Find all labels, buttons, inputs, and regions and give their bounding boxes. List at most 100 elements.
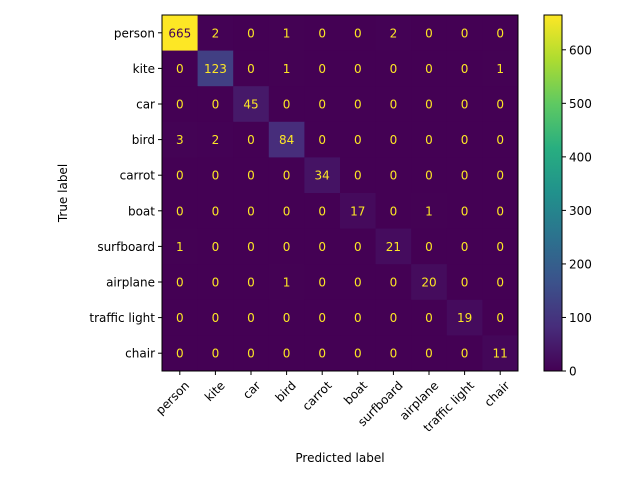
cell-value-label: 0 [425,311,433,325]
cell-value-label: 0 [283,204,291,218]
heatmap-cell [411,157,448,194]
heatmap-cell [340,228,377,265]
heatmap-cell [197,157,234,194]
cell-value-labels: 665 2 0 1 0 0 2 0 0 00 123 0 1 0 0 0 0 0 10 0 45 0 0 0 0 0 0 03 2 0 84… [168,26,507,360]
y-tick-label: boat [128,204,155,218]
heatmap-cell [233,157,270,194]
cell-value-label: 0 [318,347,326,361]
cell-value-label: 0 [212,98,220,112]
cell-value-label: 0 [212,204,220,218]
x-tick-label: chair [482,378,513,409]
colorbar-tick-label: 500 [569,97,592,111]
colorbar-ticks: 0 100 200 300 400 500 600 [562,43,592,379]
cell-value-label: 0 [425,347,433,361]
cell-value-label: 0 [461,347,469,361]
cell-value-label: 84 [279,133,294,147]
cell-value-label: 1 [496,62,504,76]
x-tick-label: person [153,378,192,417]
heatmap-cell [268,193,305,230]
cell-value-label: 0 [247,26,255,40]
heatmap-cell [446,157,483,194]
heatmap-cell [340,50,377,87]
heatmap-cell [446,264,483,301]
cell-value-label: 0 [247,133,255,147]
heatmap-cell [482,15,519,52]
colorbar-tick-label: 100 [569,311,592,325]
heatmap-cell [304,299,341,336]
heatmap-cell [446,50,483,87]
colorbar-tick-label: 0 [569,365,577,379]
heatmap-cell [268,15,305,52]
cell-value-label: 0 [176,276,184,290]
cell-value-label: 0 [212,276,220,290]
cell-value-label: 0 [176,169,184,183]
cell-value-label: 0 [425,169,433,183]
cell-value-label: 0 [461,204,469,218]
colorbar-tick-label: 600 [569,43,592,57]
cell-value-label: 2 [390,26,398,40]
heatmap-cell [268,50,305,87]
heatmap-cell [162,121,199,158]
heatmap-cell [375,299,412,336]
cell-value-label: 21 [386,240,401,254]
cell-value-label: 0 [318,276,326,290]
cell-value-label: 0 [318,204,326,218]
cell-value-label: 0 [390,311,398,325]
cell-value-label: 0 [283,240,291,254]
heatmap-cell [268,157,305,194]
heatmap-cell [233,335,270,372]
y-tick-label: traffic light [89,311,155,325]
heatmap-cell [411,50,448,87]
cell-value-label: 0 [496,169,504,183]
heatmap-cell [375,264,412,301]
heatmap-cell [411,15,448,52]
cell-value-label: 0 [390,276,398,290]
cell-value-label: 2 [212,133,220,147]
cell-value-label: 0 [354,133,362,147]
heatmap-cell [233,86,270,123]
heatmap-cell [446,335,483,372]
cell-value-label: 123 [204,62,227,76]
cell-value-label: 0 [390,169,398,183]
cell-value-label: 3 [176,133,184,147]
cell-value-label: 0 [425,98,433,112]
heatmap-cell [446,193,483,230]
cell-value-label: 0 [496,240,504,254]
heatmap-cell [233,50,270,87]
heatmap-cell [340,86,377,123]
cell-value-label: 0 [496,311,504,325]
heatmap-cell [375,157,412,194]
cell-value-label: 0 [318,98,326,112]
heatmap-cell [375,335,412,372]
cell-value-label: 0 [176,62,184,76]
heatmap-cell [446,86,483,123]
heatmap-cell [375,15,412,52]
heatmap-cell [162,50,199,87]
heatmap-cell [411,228,448,265]
cell-value-label: 0 [496,133,504,147]
heatmap-cell [411,193,448,230]
cell-value-label: 17 [350,204,365,218]
cell-value-label: 1 [283,62,291,76]
cell-value-label: 0 [212,311,220,325]
heatmap-cell [340,121,377,158]
heatmap-cell [340,299,377,336]
x-axis-label: Predicted label [295,451,384,465]
cell-value-label: 0 [354,276,362,290]
heatmap-cell [340,157,377,194]
colorbar-tick-label: 200 [569,257,592,271]
cell-value-label: 34 [315,169,330,183]
heatmap-cell [446,228,483,265]
heatmap-cell [411,264,448,301]
x-tick-label: bird [273,378,299,404]
cell-value-label: 45 [243,98,258,112]
heatmap-cell [482,335,519,372]
cell-value-label: 0 [212,169,220,183]
heatmap-cell [375,193,412,230]
heatmap-cell [340,264,377,301]
y-tick-label: car [136,98,155,112]
x-tick-label: car [240,378,263,401]
heatmap-cell [482,86,519,123]
cell-value-label: 0 [354,62,362,76]
y-tick-label: airplane [106,276,155,290]
